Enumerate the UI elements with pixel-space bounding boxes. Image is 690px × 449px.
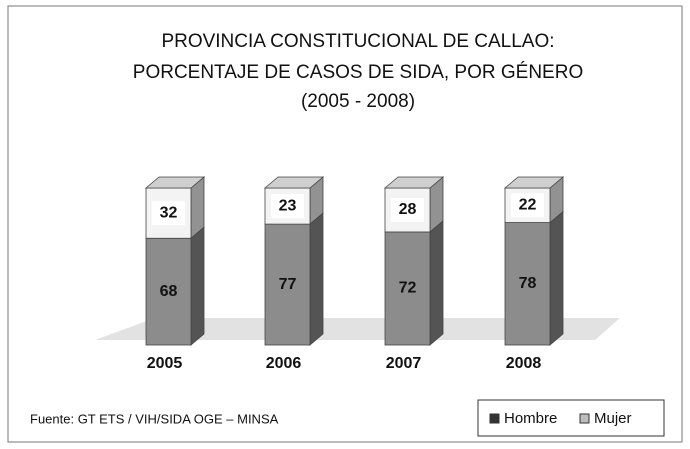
- frame: [7, 5, 683, 443]
- data-label: 28: [399, 201, 417, 218]
- bar-side: [549, 210, 564, 346]
- bar-side: [190, 226, 205, 346]
- legend-label: Hombre: [504, 410, 557, 427]
- label-box: [511, 193, 544, 218]
- bar-segment: [264, 223, 311, 346]
- data-label: 23: [279, 197, 297, 214]
- x-tick-label: 2007: [386, 355, 422, 372]
- bar-top: [383, 176, 445, 189]
- data-label: 78: [519, 275, 537, 292]
- data-label: 68: [160, 283, 178, 300]
- legend-swatch: [489, 413, 500, 424]
- source-note: Fuente: GT ETS / VIH/SIDA OGE – MINSA: [30, 411, 279, 426]
- x-tick-label: 2006: [266, 355, 302, 372]
- data-label: 22: [519, 196, 537, 213]
- chart-title: PORCENTAJE DE CASOS DE SIDA, POR GÉNERO: [133, 62, 583, 83]
- data-label: 72: [399, 280, 417, 297]
- x-tick-label: 2005: [147, 355, 183, 372]
- floor: [95, 318, 620, 340]
- legend: [477, 399, 665, 437]
- bar-top: [503, 176, 565, 189]
- bar-side: [429, 220, 444, 346]
- bar-segment: [504, 222, 551, 346]
- legend-label: Mujer: [594, 410, 632, 427]
- label-box: [271, 194, 304, 219]
- data-label: 32: [160, 204, 178, 221]
- bar-segment: [384, 231, 431, 346]
- legend-swatch: [579, 413, 590, 424]
- label-box: [391, 197, 424, 222]
- bar-top: [144, 176, 206, 189]
- bar-segment: [145, 237, 192, 346]
- chart-title: PROVINCIA CONSTITUCIONAL DE CALLAO:: [161, 31, 554, 52]
- label-box: [152, 201, 185, 226]
- chart-title: (2005 - 2008): [301, 91, 415, 112]
- data-label: 77: [279, 276, 297, 293]
- bar-top: [263, 176, 325, 189]
- bar-side: [309, 212, 324, 346]
- x-tick-label: 2008: [506, 355, 542, 372]
